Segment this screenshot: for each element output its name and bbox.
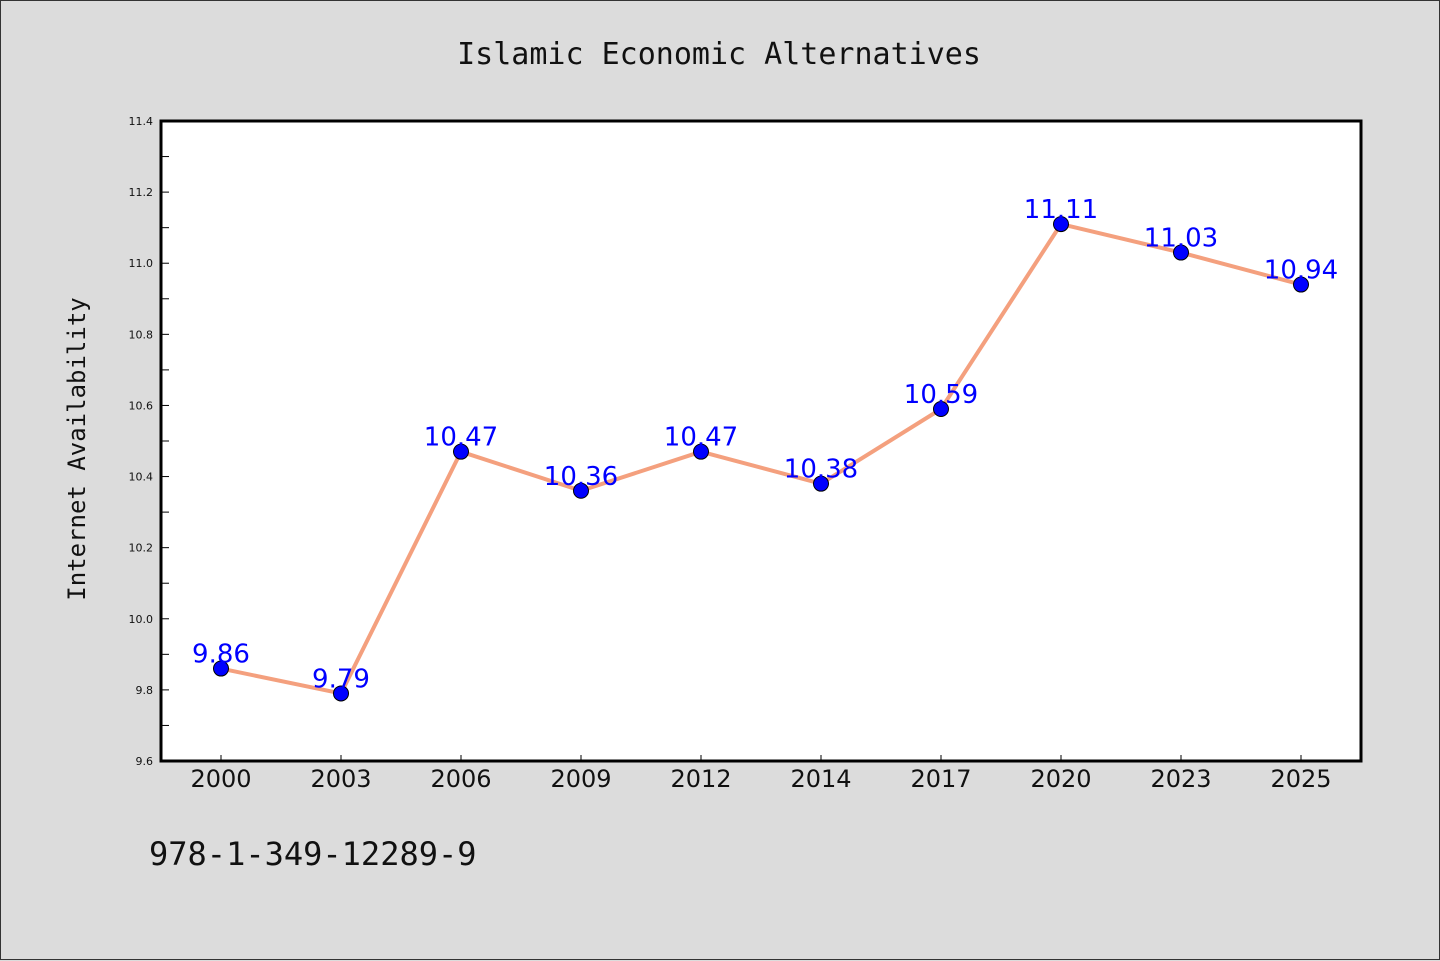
data-point [1293, 276, 1309, 293]
x-tick-label: 2000 [190, 765, 251, 793]
data-label: 9.86 [192, 640, 250, 670]
data-point [813, 475, 829, 492]
x-tick-label: 2014 [790, 765, 851, 793]
data-point [213, 660, 229, 677]
y-axis: 9.6 9.8 10.0 10.2 10.4 10.6 10.8 11.0 11.2 11.4 [129, 115, 169, 768]
series-layer: 9.86 9.79 10.47 10.36 10.47 10.38 10.59 11.11 11… [192, 195, 1338, 702]
series-line [220, 222, 1302, 696]
data-label: 10.94 [1264, 256, 1338, 286]
data-label: 10.47 [424, 423, 498, 453]
y-tick-label: 10.2 [129, 542, 154, 555]
x-tick-label: 2003 [310, 765, 371, 793]
data-label: 11.03 [1144, 224, 1218, 254]
data-point [1173, 244, 1189, 261]
y-tick-label: 10.4 [129, 471, 154, 484]
isbn-text: 978-1-349-12289-9 [149, 835, 477, 873]
x-tick-label: 2017 [910, 765, 971, 793]
y-axis-label: Internet Availability [63, 297, 91, 600]
data-point [1053, 216, 1069, 233]
y-tick-label: 10.6 [129, 399, 154, 412]
x-axis: 2000 2003 2006 2009 2012 2014 2017 2020 2023 2025 [190, 755, 1332, 793]
y-tick-label: 10.8 [129, 328, 154, 341]
data-point [933, 401, 949, 417]
data-point [693, 443, 709, 460]
data-label: 10.36 [544, 462, 618, 492]
data-point [333, 685, 349, 702]
chart-title: Islamic Economic Alternatives [457, 37, 981, 72]
data-point [573, 482, 589, 499]
x-tick-label: 2006 [430, 765, 491, 793]
y-tick-label: 11.2 [129, 186, 154, 199]
x-tick-label: 2009 [550, 765, 611, 793]
data-label: 10.38 [784, 455, 858, 485]
data-point [453, 443, 469, 460]
data-label: 11.11 [1024, 195, 1098, 225]
y-tick-label: 11.4 [129, 115, 154, 128]
y-tick-label: 9.6 [136, 755, 154, 768]
x-tick-label: 2025 [1270, 765, 1331, 793]
y-tick-label: 9.8 [136, 684, 154, 697]
x-tick-label: 2020 [1030, 765, 1091, 793]
y-tick-label: 10.0 [129, 613, 154, 626]
data-label: 9.79 [312, 664, 370, 694]
x-tick-label: 2023 [1150, 765, 1211, 793]
x-tick-label: 2012 [670, 765, 731, 793]
y-tick-label: 11.0 [129, 257, 154, 270]
data-label: 10.47 [664, 423, 738, 453]
data-label: 10.59 [904, 380, 978, 410]
